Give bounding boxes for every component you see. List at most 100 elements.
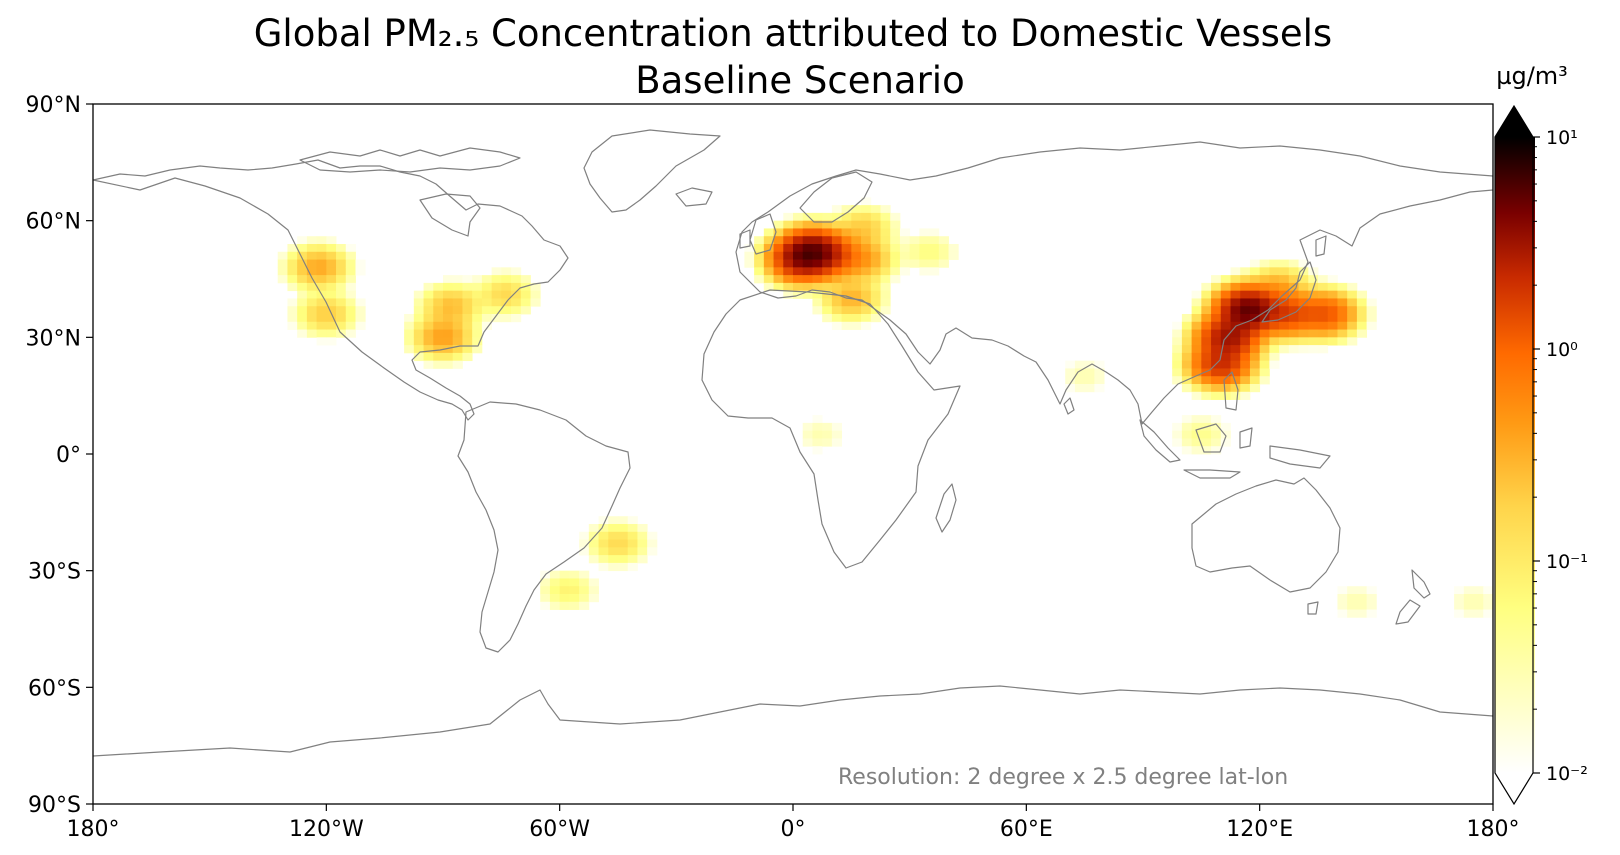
concentration-cell [433, 337, 444, 346]
concentration-cell [297, 282, 308, 292]
concentration-cell [1230, 282, 1241, 292]
concentration-cell [1191, 446, 1202, 455]
concentration-cell [1172, 438, 1183, 447]
concentration-cell [1259, 360, 1270, 369]
concentration-cell [938, 244, 949, 253]
concentration-cell [929, 236, 940, 245]
concentration-cell [1259, 267, 1270, 276]
concentration-cell [569, 601, 580, 610]
concentration-cell [1337, 282, 1348, 292]
concentration-cell [1318, 290, 1329, 299]
concentration-cell [1259, 337, 1270, 346]
y-tick-label: 0° [56, 443, 81, 468]
concentration-cell [345, 321, 356, 330]
concentration-cell [1279, 275, 1290, 284]
concentration-cell [870, 314, 881, 323]
concentration-cell [423, 306, 434, 315]
concentration-cell [1483, 609, 1493, 618]
concentration-cell [841, 259, 852, 268]
concentration-cell [452, 290, 463, 299]
concentration-cell [1240, 360, 1251, 369]
concentration-cell [812, 438, 823, 447]
concentration-cell [1356, 601, 1368, 610]
concentration-cell [773, 228, 784, 237]
concentration-cell [336, 244, 347, 253]
concentration-cell [763, 275, 774, 284]
concentration-cell [1298, 306, 1309, 315]
concentration-cell [569, 594, 580, 603]
concentration-cell [1211, 360, 1222, 369]
concentration-cell [773, 236, 784, 245]
concentration-cell [1240, 352, 1251, 362]
concentration-cell [1220, 422, 1231, 432]
concentration-cell [831, 212, 843, 222]
concentration-cell [540, 601, 551, 610]
concentration-cell [880, 275, 891, 284]
concentration-cell [1337, 337, 1348, 346]
concentration-cell [336, 275, 347, 284]
concentration-cell [822, 430, 833, 439]
concentration-cell [1327, 321, 1338, 330]
concentration-cell [1220, 384, 1231, 393]
concentration-cell [627, 531, 638, 540]
concentration-cell [1473, 594, 1484, 603]
concentration-cell [297, 275, 308, 284]
concentration-cell [287, 314, 298, 323]
concentration-cell [530, 298, 541, 307]
concentration-cell [880, 244, 891, 253]
concentration-cell [1327, 275, 1338, 284]
concentration-cell [452, 314, 463, 323]
concentration-cell [890, 267, 901, 276]
concentration-cell [1220, 438, 1231, 447]
concentration-cell [1220, 275, 1231, 284]
concentration-cell [1327, 329, 1338, 338]
chart-subtitle: Baseline Scenario [635, 59, 964, 102]
concentration-cell [1240, 306, 1251, 315]
concentration-cell [1240, 368, 1251, 377]
concentration-cell [861, 321, 872, 330]
concentration-cell [1259, 368, 1270, 377]
concentration-cell [1356, 594, 1368, 603]
concentration-cell [598, 555, 609, 564]
concentration-cell [326, 275, 337, 284]
concentration-cell [1211, 306, 1222, 315]
concentration-cell [1220, 290, 1231, 299]
concentration-cell [355, 306, 366, 315]
concentration-cell [1288, 267, 1299, 276]
concentration-cell [1220, 282, 1231, 292]
concentration-cell [1454, 594, 1465, 603]
concentration-cell [569, 570, 580, 579]
concentration-cell [1483, 601, 1493, 610]
concentration-cell [1220, 376, 1231, 385]
concentration-cell [1230, 314, 1241, 323]
concentration-cell [1483, 586, 1493, 595]
concentration-cell [345, 282, 356, 292]
concentration-cell [831, 298, 843, 307]
concentration-cell [316, 282, 327, 292]
concentration-cell [1347, 314, 1358, 323]
concentration-cell [618, 547, 629, 556]
concentration-cell [306, 282, 318, 292]
concentration-cell [1230, 298, 1241, 307]
concentration-cell [744, 259, 755, 268]
concentration-cell [812, 306, 823, 315]
concentration-cell [793, 275, 804, 284]
concentration-cell [549, 594, 561, 603]
coastline-new-zealand [1395, 569, 1431, 625]
concentration-cell [1201, 415, 1212, 424]
coastline-maritime-southeast-asia [1139, 371, 1331, 479]
concentration-cell [822, 298, 833, 307]
concentration-cell [608, 555, 619, 564]
concentration-cell [802, 438, 813, 447]
concentration-cell [452, 275, 463, 284]
x-tick-label: 0° [781, 817, 806, 842]
concentration-cell [831, 282, 843, 292]
concentration-cell [588, 531, 599, 540]
concentration-cell [355, 267, 366, 276]
concentration-cell [413, 321, 424, 330]
concentration-cell [754, 244, 765, 253]
concentration-cell [802, 251, 813, 260]
concentration-cell [861, 275, 872, 284]
concentration-cell [1308, 290, 1319, 299]
concentration-cell [306, 306, 318, 315]
